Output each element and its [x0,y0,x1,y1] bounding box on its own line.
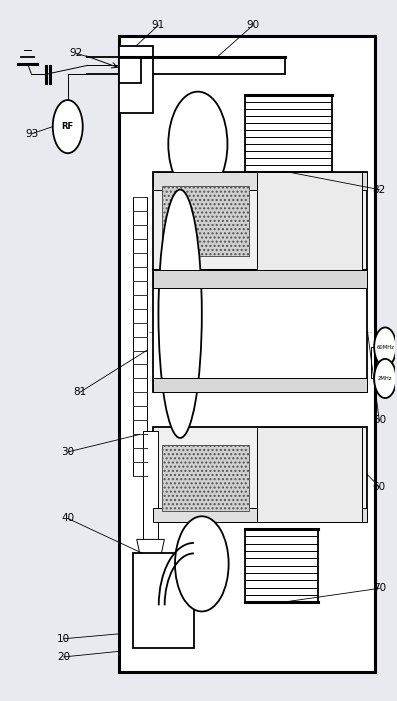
Text: 91: 91 [152,20,165,30]
Bar [152,379,368,393]
Text: 60MHz: 60MHz [376,344,394,350]
Circle shape [374,359,396,398]
Bar [162,445,249,512]
Text: 90: 90 [247,20,260,30]
Bar [152,172,368,189]
Text: 50: 50 [373,416,386,426]
Ellipse shape [158,189,202,438]
Bar [143,431,158,553]
Bar [119,36,375,672]
Bar [152,270,368,287]
Text: 40: 40 [61,513,74,524]
Text: 92: 92 [69,48,82,58]
Bar [152,508,368,522]
Circle shape [374,327,396,367]
Bar [245,529,318,602]
Text: 2MHz: 2MHz [378,376,393,381]
Bar [245,95,332,172]
Bar [257,428,362,522]
Bar [152,270,368,393]
Text: 70: 70 [373,583,386,593]
Circle shape [175,517,229,611]
Polygon shape [137,539,164,567]
Bar [119,46,152,113]
Text: 30: 30 [61,447,74,457]
Bar [257,172,362,270]
Bar [133,196,146,477]
Circle shape [53,100,83,154]
Bar [119,58,141,83]
Text: 20: 20 [57,652,70,662]
Text: RF: RF [62,122,74,131]
Text: 93: 93 [26,128,39,139]
Text: 82: 82 [373,184,386,195]
Circle shape [168,92,227,196]
Bar [119,57,285,74]
Text: 81: 81 [73,388,86,397]
Bar [152,428,368,522]
Bar [162,186,249,256]
Bar [152,172,368,270]
Bar [133,553,194,648]
Text: 10: 10 [57,634,70,644]
Text: 60: 60 [373,482,386,492]
